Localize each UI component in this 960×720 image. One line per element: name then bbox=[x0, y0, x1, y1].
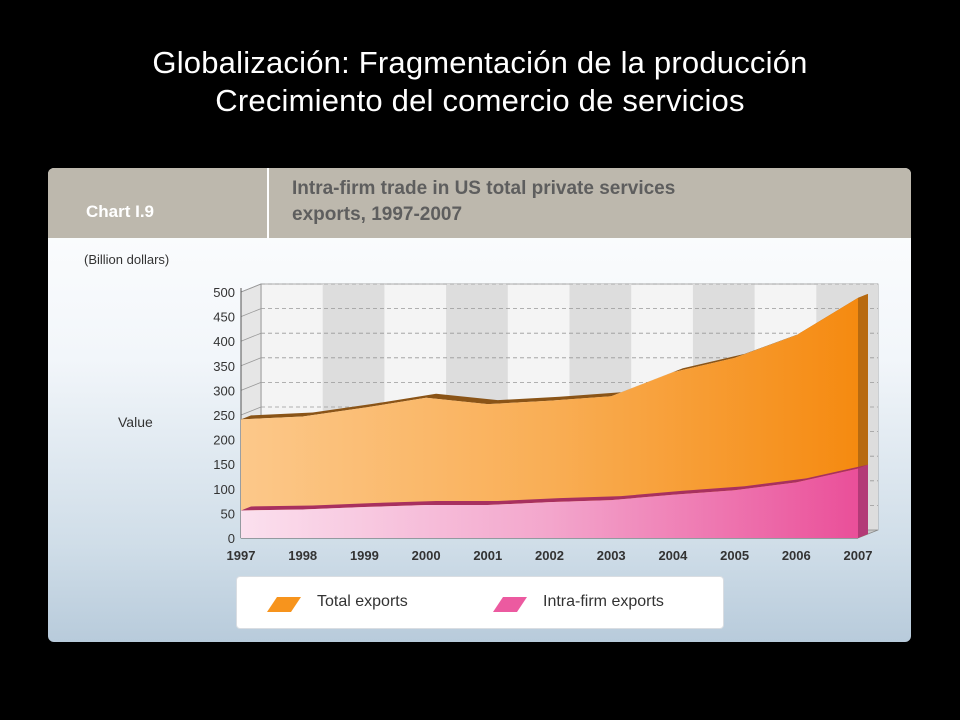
total-exports-area bbox=[241, 297, 858, 538]
legend-label-total-exports: Total exports bbox=[317, 593, 408, 610]
chart-title: Intra-firm trade in US total private ser… bbox=[292, 176, 675, 228]
x-tick-label: 1998 bbox=[288, 548, 317, 563]
gridline-side bbox=[240, 382, 262, 391]
x-tick-label: 2003 bbox=[597, 548, 626, 563]
x-tick-label: 1999 bbox=[350, 548, 379, 563]
y-tick-label: 150 bbox=[213, 457, 235, 472]
header-divider bbox=[267, 168, 269, 238]
y-tick-label: 450 bbox=[213, 310, 235, 325]
x-tick-label: 2002 bbox=[535, 548, 564, 563]
legend-label-intra-firm-exports: Intra-firm exports bbox=[543, 593, 664, 610]
y-tick-label: 50 bbox=[221, 506, 235, 521]
y-tick-label: 500 bbox=[213, 285, 235, 300]
series-areas bbox=[241, 293, 868, 538]
chart-header: Chart I.9 Intra-firm trade in US total p… bbox=[48, 168, 911, 238]
intra-firm-exports-area-top bbox=[241, 464, 868, 511]
gridline-side bbox=[240, 357, 262, 367]
y-tick-label: 350 bbox=[213, 359, 235, 374]
intra-firm-exports-area-side bbox=[858, 464, 868, 538]
intra-firm-exports-area bbox=[241, 468, 858, 538]
x-tick-label: 1997 bbox=[227, 548, 256, 563]
slide-title: Globalización: Fragmentación de la produ… bbox=[0, 44, 960, 120]
y-axis-label: Value bbox=[118, 414, 153, 430]
x-tick-label: 2000 bbox=[412, 548, 441, 563]
x-tick-label: 2004 bbox=[658, 548, 688, 563]
x-tick-label: 2007 bbox=[844, 548, 873, 563]
gridline-side bbox=[240, 308, 262, 317]
x-tick-label: 2006 bbox=[782, 548, 811, 563]
intra-firm-exports-swatch bbox=[493, 597, 527, 612]
y-tick-label: 100 bbox=[213, 482, 235, 497]
chart-panel: Chart I.9 Intra-firm trade in US total p… bbox=[48, 168, 911, 642]
gridline-side bbox=[240, 406, 262, 416]
slide-title-line-1: Globalización: Fragmentación de la produ… bbox=[152, 45, 808, 80]
gridline-side bbox=[240, 332, 262, 342]
y-tick-label: 300 bbox=[213, 383, 235, 398]
x-tick-label: 2001 bbox=[473, 548, 502, 563]
gridline-side bbox=[240, 283, 262, 293]
chart-number-label: Chart I.9 bbox=[86, 202, 155, 221]
y-tick-label: 250 bbox=[213, 408, 235, 423]
chart-title-line-1: Intra-firm trade in US total private ser… bbox=[292, 178, 676, 199]
y-tick-label: 400 bbox=[213, 334, 235, 349]
legend: Total exports Intra-firm exports bbox=[236, 576, 724, 629]
slide-title-line-2: Crecimiento del comercio de servicios bbox=[215, 83, 745, 118]
y-tick-label: 200 bbox=[213, 433, 235, 448]
unit-label: (Billion dollars) bbox=[84, 252, 170, 267]
y-tick-label: 0 bbox=[228, 531, 235, 546]
total-exports-swatch bbox=[267, 597, 301, 612]
x-tick-label: 2005 bbox=[720, 548, 749, 563]
tick-labels: 0 50 100 150 200 250 300 350 400 450 500 1997 1998 19… bbox=[213, 285, 872, 563]
area-chart: 0 50 100 150 200 250 300 350 400 450 500 1997 1998 19… bbox=[213, 283, 879, 563]
chart-title-line-2: exports, 1997-2007 bbox=[292, 204, 463, 225]
